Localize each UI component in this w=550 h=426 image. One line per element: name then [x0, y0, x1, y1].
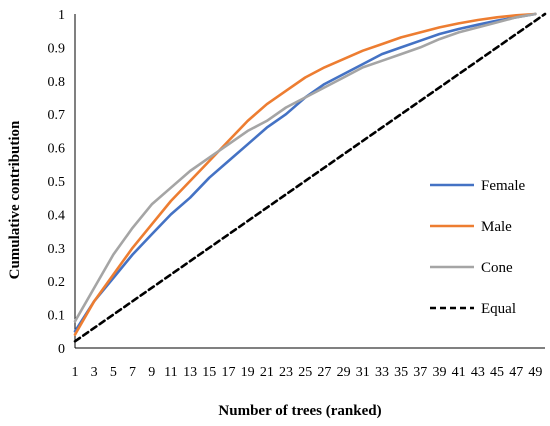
- series-line-equal: [73, 12, 547, 343]
- x-tick-label: 47: [509, 365, 523, 380]
- legend: Female Male Cone Equal: [430, 178, 525, 317]
- x-tick-label: 5: [110, 365, 117, 380]
- x-tick-label: 37: [413, 365, 427, 380]
- x-tick-label: 7: [129, 365, 136, 380]
- legend-label-female: Female: [481, 178, 525, 194]
- y-tick-label: 0.9: [48, 41, 66, 56]
- x-tick-label: 29: [337, 365, 351, 380]
- y-tick-label: 0.5: [48, 175, 66, 190]
- legend-label-male: Male: [481, 219, 512, 235]
- x-tick-labels: 1 3 5 7 9 11 13 15 17 19 21 23 25 27 29 31 33 35 37 39 41 43 4…: [72, 365, 543, 380]
- series-lines: [73, 12, 547, 343]
- x-tick-label: 25: [298, 365, 312, 380]
- y-tick-labels: 0 0.1 0.2 0.3 0.4 0.5 0.6 0.7 0.8 0.9 1: [48, 8, 66, 357]
- y-tick-label: 0.1: [48, 309, 66, 324]
- x-tick-label: 33: [375, 365, 389, 380]
- series-line-female: [73, 12, 537, 333]
- series-line-male: [73, 12, 537, 336]
- y-axis-title: Cumulative contribution: [7, 120, 23, 279]
- x-tick-label: 23: [279, 365, 293, 380]
- y-tick-label: 0.2: [48, 275, 66, 290]
- x-tick-label: 3: [91, 365, 98, 380]
- y-tick-label: 0.7: [48, 108, 66, 123]
- x-tick-label: 21: [260, 365, 274, 380]
- x-tick-label: 35: [394, 365, 408, 380]
- axes: [74, 14, 545, 349]
- x-tick-label: 49: [528, 365, 542, 380]
- x-tick-label: 11: [164, 365, 177, 380]
- x-tick-label: 41: [452, 365, 466, 380]
- x-tick-label: 13: [183, 365, 197, 380]
- x-tick-label: 27: [317, 365, 331, 380]
- x-tick-label: 31: [356, 365, 370, 380]
- y-tick-label: 0.4: [48, 208, 66, 223]
- x-tick-label: 19: [241, 365, 255, 380]
- x-tick-label: 15: [202, 365, 216, 380]
- legend-label-equal: Equal: [481, 301, 516, 317]
- series-line-cone: [73, 12, 537, 323]
- x-tick-label: 39: [432, 365, 446, 380]
- y-tick-label: 0.8: [48, 75, 66, 90]
- x-tick-label: 17: [221, 365, 235, 380]
- y-tick-label: 1: [58, 8, 65, 23]
- x-tick-label: 1: [72, 365, 79, 380]
- x-tick-label: 9: [148, 365, 155, 380]
- legend-label-cone: Cone: [481, 260, 513, 276]
- y-tick-label: 0.3: [48, 242, 66, 257]
- y-tick-label: 0.6: [48, 142, 66, 157]
- y-tick-label: 0: [58, 342, 65, 357]
- x-tick-label: 45: [490, 365, 504, 380]
- x-axis-title: Number of trees (ranked): [218, 403, 381, 419]
- x-tick-label: 43: [471, 365, 485, 380]
